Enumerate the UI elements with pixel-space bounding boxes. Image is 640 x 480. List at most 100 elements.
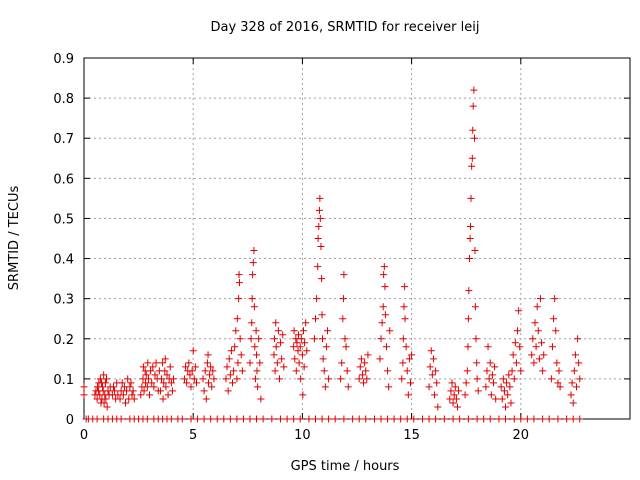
data-point [202,395,210,403]
data-point [192,379,200,387]
data-point [455,387,463,395]
data-point [390,415,398,423]
data-point [233,415,241,423]
y-tick-label: 0.7 [53,132,74,147]
y-tick-labels: 0 0.1 0.2 0.3 0.4 0.5 0.6 0.7 0.8 0.9 [53,52,74,428]
data-point [268,415,276,423]
data-point [226,371,234,379]
data-point [362,415,370,423]
data-point [473,415,481,423]
data-point [300,363,308,371]
data-point [248,295,256,303]
data-point [471,303,479,311]
data-point [162,383,170,391]
data-point [502,403,510,411]
data-point [325,375,333,383]
data-point [464,343,472,351]
data-point [554,415,562,423]
x-tick-label: 0 [80,428,88,443]
data-point [246,359,254,367]
data-point [144,375,152,383]
data-point [514,327,522,335]
data-point [467,222,475,230]
data-point [449,399,457,407]
data-point [238,367,246,375]
data-point [404,391,412,399]
data-point [512,359,520,367]
data-point [316,194,324,202]
y-tick-label: 0.2 [53,333,74,348]
data-point [199,375,207,383]
data-point [104,387,112,395]
data-point [159,395,167,403]
data-point [206,371,214,379]
data-point [303,347,311,355]
data-point [529,335,537,343]
data-point [182,363,190,371]
data-point [225,355,233,363]
data-point [166,363,174,371]
data-point [538,339,546,347]
data-point [222,375,230,383]
data-point [337,375,345,383]
data-point [147,367,155,375]
data-point [99,383,107,391]
x-tick-label: 15 [403,428,420,443]
data-point [466,235,474,242]
data-point [314,235,322,242]
data-point [102,375,110,383]
data-point [270,335,278,343]
data-point [324,327,332,335]
data-point [530,359,538,367]
data-point [186,371,194,379]
data-point [343,367,351,375]
data-point [399,359,407,367]
data-point [224,387,232,395]
data-point [379,303,387,311]
data-point [484,343,492,351]
data-point [116,395,124,403]
data-point [129,387,137,395]
data-point [319,355,327,363]
data-point [571,351,579,359]
data-point [117,415,125,423]
data-point [93,415,101,423]
data-point [510,375,518,383]
data-point [419,415,427,423]
data-point [426,363,434,371]
data-point [294,347,302,355]
data-point [464,315,472,323]
data-point [453,403,461,411]
data-point [572,383,580,391]
data-point [207,415,215,423]
data-point [516,343,524,351]
data-point [448,379,456,387]
data-point [563,415,571,423]
data-point [204,351,212,359]
data-point [482,383,490,391]
data-point [252,327,260,335]
data-point [380,263,388,271]
data-point [465,287,473,295]
y-tick-label: 0.8 [53,92,74,107]
data-point [472,335,480,343]
data-point [539,415,547,423]
data-point [233,375,241,383]
data-point [170,375,178,383]
data-point [452,395,460,403]
data-point [403,367,411,375]
data-point [344,383,352,391]
data-point [554,379,562,387]
data-point [399,335,407,343]
data-point [456,415,464,423]
data-point [167,415,175,423]
data-point [253,367,261,375]
data-point [203,359,211,367]
data-point [233,315,241,323]
data-point [80,383,88,391]
data-point [100,399,108,407]
data-point [318,311,326,319]
data-point [349,415,357,423]
data-point [362,367,370,375]
data-point [314,263,322,271]
